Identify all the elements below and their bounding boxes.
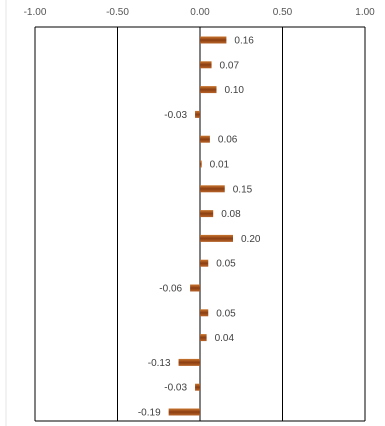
data-label: 0.06 (218, 135, 238, 146)
bar (200, 160, 202, 168)
bar (200, 210, 214, 218)
data-label: 0.05 (216, 259, 236, 270)
data-label: 0.16 (234, 36, 254, 47)
data-label: -0.06 (159, 284, 182, 295)
data-label: 0.01 (210, 160, 230, 171)
data-label: 0.08 (221, 209, 241, 220)
data-label: 0.07 (220, 60, 240, 71)
data-label: -0.03 (164, 110, 187, 121)
bar (168, 408, 200, 416)
x-tick-label: 0.00 (190, 7, 210, 18)
data-label: 0.20 (241, 234, 261, 245)
bar (195, 110, 200, 118)
x-tick-label: -0.50 (106, 7, 129, 18)
data-label: -0.13 (148, 358, 171, 369)
bar (200, 234, 233, 242)
bar (190, 284, 200, 292)
bar (200, 135, 210, 143)
data-label: -0.19 (138, 408, 161, 419)
bar (200, 61, 212, 69)
data-label: 0.15 (233, 184, 253, 195)
bar (200, 185, 225, 193)
bar (200, 334, 207, 342)
bar (178, 358, 200, 366)
bar (200, 259, 209, 267)
x-tick-label: -1.00 (24, 7, 47, 18)
bar (200, 86, 217, 94)
data-label: 0.05 (216, 308, 236, 319)
data-label: 0.10 (225, 85, 245, 96)
data-label: 0.04 (215, 333, 235, 344)
x-tick-label: 1.00 (355, 7, 375, 18)
bar (195, 383, 200, 391)
x-tick-label: 0.50 (273, 7, 293, 18)
bar (200, 36, 227, 44)
data-label: -0.03 (164, 383, 187, 394)
bar (200, 309, 209, 317)
